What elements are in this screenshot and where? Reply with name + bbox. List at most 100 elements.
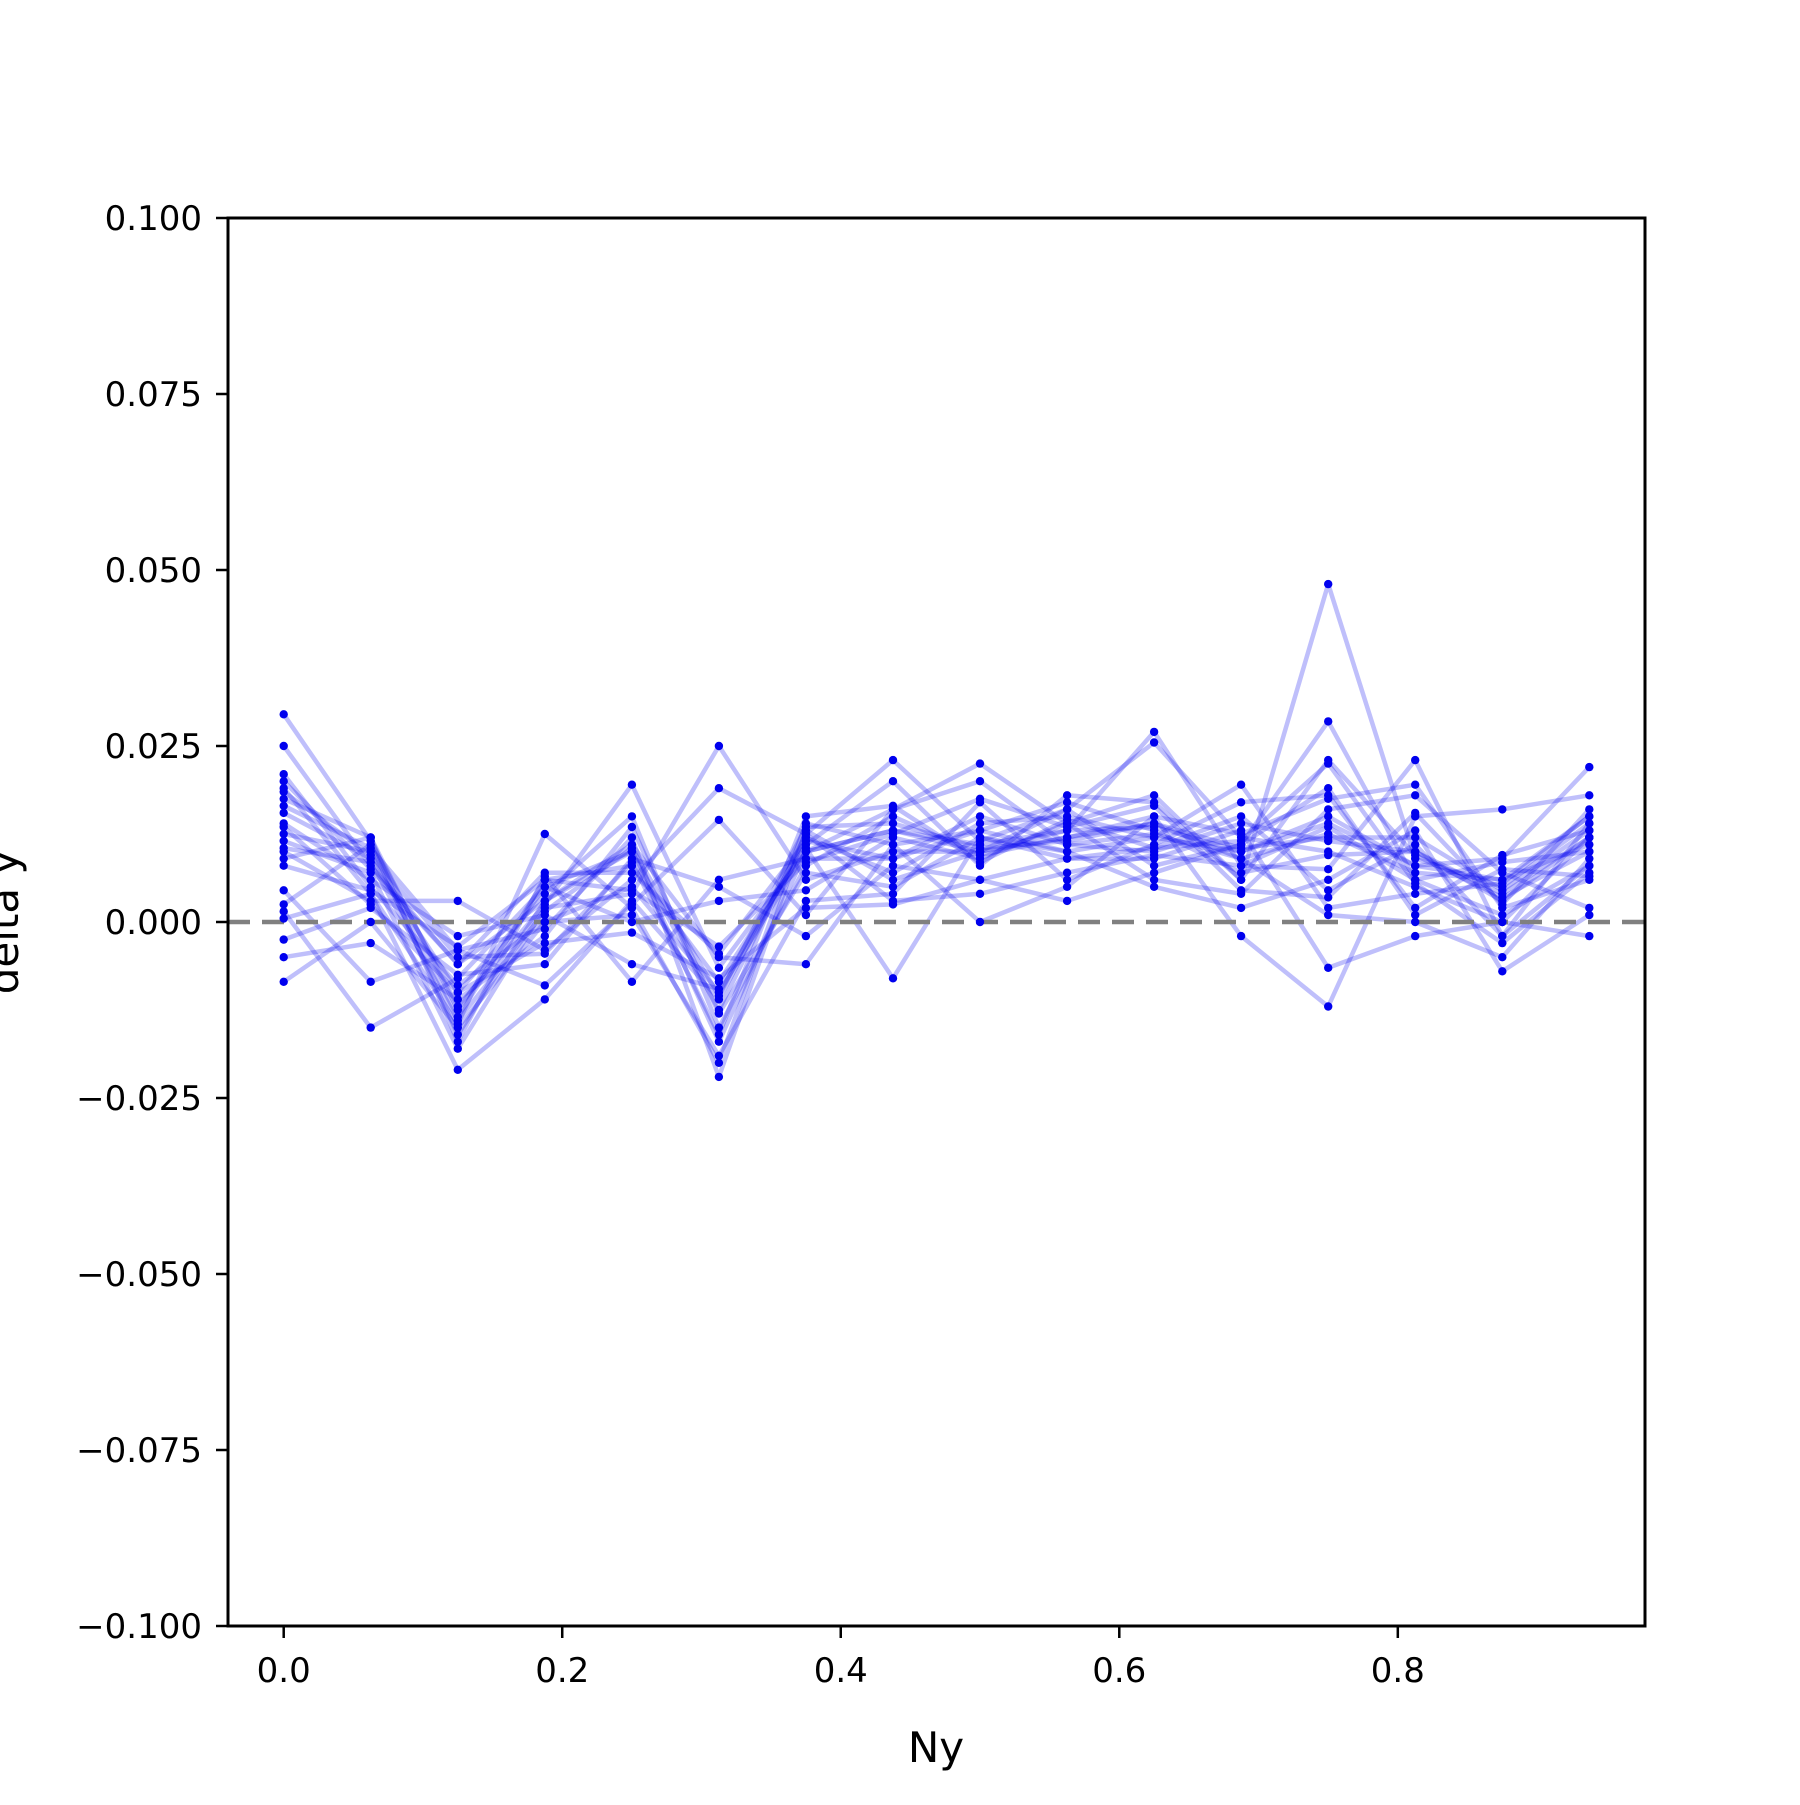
data-point [888, 840, 898, 849]
data-point [627, 812, 637, 821]
data-point [453, 942, 462, 951]
data-point [1324, 903, 1333, 913]
data-point [453, 1037, 462, 1046]
data-point [714, 1009, 724, 1018]
data-point [279, 953, 288, 962]
x-tick-label: 0.4 [814, 1651, 868, 1691]
data-point [279, 935, 288, 944]
series-line-11 [282, 757, 1591, 953]
x-tick-label: 0.8 [1371, 1651, 1425, 1691]
data-point [1324, 784, 1333, 793]
series-line-18 [283, 824, 1591, 1016]
data-point [366, 875, 375, 884]
data-point [279, 777, 288, 786]
data-point [1324, 819, 1333, 828]
data-point [1149, 812, 1159, 821]
data-point [975, 833, 985, 842]
data-point [1585, 805, 1594, 814]
data-point [540, 924, 549, 934]
data-point [279, 829, 288, 839]
data-point [1585, 931, 1594, 941]
data-point [1498, 886, 1507, 895]
data-point [279, 822, 288, 832]
data-point [1585, 762, 1594, 772]
data-point [801, 836, 811, 846]
data-point [801, 931, 811, 941]
data-point [1062, 882, 1072, 891]
data-point [540, 917, 549, 927]
series-line-12 [283, 821, 1591, 1044]
data-point [366, 840, 375, 849]
data-point [1498, 967, 1507, 976]
data-point [714, 1072, 724, 1082]
data-point [279, 886, 288, 895]
data-point [1236, 798, 1246, 807]
series-line-24 [282, 761, 1591, 1037]
y-tick-label: 0.075 [105, 375, 202, 415]
data-point [714, 882, 724, 891]
data-point [1062, 875, 1072, 884]
points-layer [279, 579, 1594, 1082]
data-point [540, 889, 549, 898]
data-point [1062, 868, 1072, 877]
data-point [888, 854, 898, 863]
data-point [1149, 819, 1159, 828]
data-point [1411, 903, 1420, 913]
data-point [627, 833, 637, 842]
data-point [714, 1030, 724, 1039]
data-point [540, 829, 549, 839]
data-point [1236, 886, 1246, 895]
data-point [1324, 717, 1333, 726]
data-point [714, 984, 724, 994]
data-point [1585, 812, 1594, 821]
data-point [366, 858, 375, 867]
data-point [714, 875, 724, 884]
data-point [627, 875, 637, 884]
data-point [627, 960, 637, 969]
data-point [627, 896, 637, 906]
data-point [801, 903, 811, 913]
data-point [975, 843, 985, 853]
data-point [1149, 854, 1159, 863]
data-point [279, 710, 288, 719]
data-point [714, 1023, 724, 1032]
data-point [1411, 833, 1420, 842]
data-point [1585, 833, 1594, 842]
data-point [1411, 868, 1420, 877]
data-point [1498, 850, 1507, 860]
data-point [366, 833, 375, 842]
data-point [1324, 579, 1333, 589]
data-point [1498, 858, 1507, 867]
data-point [801, 858, 811, 867]
series-line-16 [283, 782, 1591, 1073]
data-point [279, 770, 288, 779]
data-point [975, 819, 985, 828]
data-point [366, 886, 375, 895]
data-point [1149, 833, 1159, 842]
data-point [714, 963, 724, 972]
data-point [540, 896, 549, 906]
data-point [1585, 854, 1594, 863]
data-point [279, 914, 288, 923]
data-point [1236, 836, 1246, 846]
data-point [1236, 868, 1246, 877]
data-point [975, 777, 985, 786]
data-point [453, 931, 462, 941]
data-point [714, 741, 724, 751]
data-point [714, 784, 724, 793]
data-point [888, 755, 898, 765]
data-point [1411, 910, 1420, 920]
data-point [1411, 889, 1420, 898]
data-point [1585, 819, 1594, 828]
data-point [279, 907, 288, 916]
data-point [1411, 808, 1420, 818]
data-point [1411, 791, 1420, 800]
data-point [714, 974, 724, 983]
data-point [714, 942, 724, 951]
data-point [540, 931, 549, 941]
data-point [1149, 843, 1159, 853]
data-point [540, 995, 549, 1004]
data-point [366, 938, 375, 948]
